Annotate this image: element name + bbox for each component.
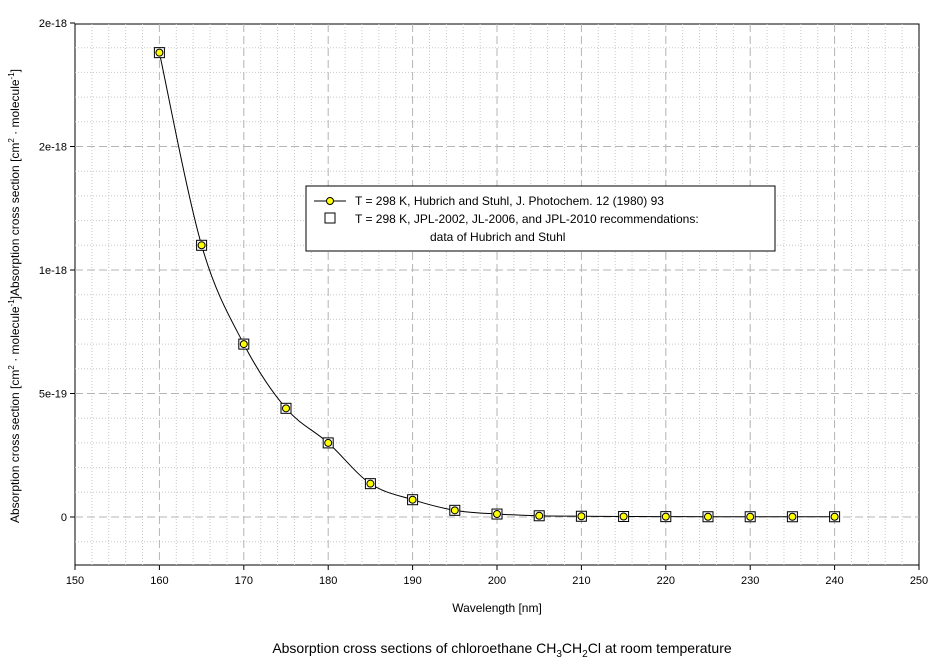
x-tick-label: 180 bbox=[319, 575, 337, 587]
circle-marker bbox=[577, 512, 586, 521]
circle-marker bbox=[746, 512, 755, 521]
y-axis-title-sup2: -1 bbox=[7, 299, 16, 307]
figure-caption: Absorption cross sections of chloroethan… bbox=[0, 640, 944, 660]
x-tick-label: 220 bbox=[657, 575, 675, 587]
chart-svg: 150 160 170 180 190 200 210 220 230 240 250 0 5e-19… bbox=[7, 18, 928, 615]
y-tick-label: 1e-18 bbox=[39, 265, 67, 277]
y-axis-title-sup4: -1 bbox=[7, 72, 16, 80]
x-tick-label: 250 bbox=[910, 575, 928, 587]
legend-circle-marker bbox=[326, 197, 334, 205]
y-axis-title-sup1: 2 bbox=[7, 365, 16, 370]
circle-marker bbox=[155, 48, 164, 57]
circle-marker bbox=[619, 512, 628, 521]
x-tick-label: 230 bbox=[741, 575, 759, 587]
legend-label-2: T = 298 K, JPL-2002, JL-2006, and JPL-20… bbox=[355, 212, 699, 226]
circle-marker bbox=[535, 511, 544, 520]
circle-marker bbox=[661, 512, 670, 521]
x-tick-label: 210 bbox=[572, 575, 590, 587]
circle-marker bbox=[197, 241, 206, 250]
y-tick-label: 2e-18 bbox=[39, 142, 67, 154]
circle-marker bbox=[239, 340, 248, 349]
caption-prefix: Absorption cross sections of chloroethan… bbox=[272, 640, 557, 656]
x-tick-label: 240 bbox=[825, 575, 843, 587]
circle-marker bbox=[324, 438, 333, 447]
caption-suffix: Cl at room temperature bbox=[587, 640, 732, 656]
y-axis-title-sup3: 2 bbox=[7, 138, 16, 143]
y-tick-label: 0 bbox=[61, 512, 67, 524]
circle-marker bbox=[830, 512, 839, 521]
circle-marker bbox=[450, 506, 459, 515]
circle-markers bbox=[155, 48, 839, 521]
x-tick-label: 170 bbox=[235, 575, 253, 587]
y-axis-title-part1: Absorption cross section [cm bbox=[8, 370, 22, 523]
legend: T = 298 K, Hubrich and Stuhl, J. Photoch… bbox=[305, 185, 776, 252]
circle-marker bbox=[788, 512, 797, 521]
y-axis-title-part2: · molecule bbox=[8, 306, 22, 365]
y-axis-ticks: 0 5e-19 1e-18 2e-18 2e-18 bbox=[39, 18, 75, 524]
caption-mid: CH bbox=[561, 640, 583, 656]
legend-square-marker bbox=[324, 212, 336, 224]
y-axis-title-part5: ] bbox=[8, 69, 22, 72]
minor-grid bbox=[75, 24, 919, 565]
y-tick-label: 5e-19 bbox=[39, 389, 67, 401]
circle-marker bbox=[282, 404, 290, 413]
circle-marker bbox=[493, 510, 501, 519]
circle-marker bbox=[408, 495, 417, 504]
y-axis-title-part3: ]Absorption cross section [cm bbox=[8, 143, 22, 300]
x-axis-ticks: 150 160 170 180 190 200 210 220 230 240 250 bbox=[66, 565, 928, 587]
circle-marker bbox=[366, 479, 375, 488]
caption-sub1: 3 bbox=[556, 648, 562, 660]
legend-label-2-line2: data of Hubrich and Stuhl bbox=[430, 230, 565, 244]
x-tick-label: 160 bbox=[150, 575, 168, 587]
x-tick-label: 190 bbox=[403, 575, 421, 587]
y-tick-label: 2e-18 bbox=[39, 18, 67, 30]
x-tick-label: 150 bbox=[66, 575, 84, 587]
y-axis-title-part4: · molecule bbox=[8, 79, 22, 138]
legend-label-1: T = 298 K, Hubrich and Stuhl, J. Photoch… bbox=[355, 194, 664, 208]
x-axis-title: Wavelength [nm] bbox=[452, 601, 542, 615]
legend-box bbox=[305, 185, 776, 252]
x-tick-label: 200 bbox=[488, 575, 506, 587]
y-axis-title: Absorption cross section [cm2 · molecule… bbox=[7, 69, 22, 523]
circle-marker bbox=[704, 512, 712, 521]
caption-sub2: 2 bbox=[582, 648, 588, 660]
